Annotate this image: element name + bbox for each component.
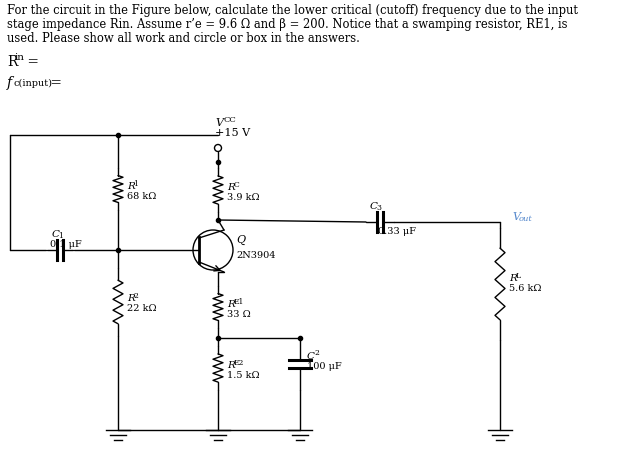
Text: 0.1 μF: 0.1 μF [50,240,82,249]
Text: R: R [509,274,517,283]
Text: 3.9 kΩ: 3.9 kΩ [227,193,260,202]
Text: C: C [370,202,378,211]
Text: C: C [233,181,239,189]
Text: stage impedance Rin. Assume r’e = 9.6 Ω and β = 200. Notice that a swamping resi: stage impedance Rin. Assume r’e = 9.6 Ω … [7,18,567,31]
Text: For the circuit in the Figure below, calculate the lower critical (cutoff) frequ: For the circuit in the Figure below, cal… [7,4,578,17]
Text: 0.33 μF: 0.33 μF [378,227,416,236]
Text: f: f [7,76,12,90]
Text: 3: 3 [376,204,381,212]
Text: R: R [227,361,235,370]
Text: 100 μF: 100 μF [307,362,342,371]
Text: C: C [52,230,60,239]
Text: in: in [15,53,25,62]
Text: c(input): c(input) [13,79,52,88]
Text: 1.5 kΩ: 1.5 kΩ [227,371,260,380]
Text: +15 V: +15 V [215,128,250,138]
Text: 33 Ω: 33 Ω [227,310,251,319]
Text: =: = [23,55,39,69]
Text: R: R [127,294,135,303]
Text: =: = [46,76,62,90]
Text: out: out [519,215,533,223]
Text: E2: E2 [233,359,244,367]
Text: V: V [512,212,520,222]
Text: 1: 1 [133,181,138,188]
Text: E1: E1 [233,299,244,306]
Text: 2: 2 [133,292,138,300]
Text: CC: CC [223,116,236,124]
Text: 2: 2 [314,349,319,357]
Text: R: R [7,55,17,69]
Text: used. Please show all work and circle or box in the answers.: used. Please show all work and circle or… [7,32,360,45]
Text: 5.6 kΩ: 5.6 kΩ [509,284,542,293]
Text: 68 kΩ: 68 kΩ [127,192,156,201]
Text: R: R [227,183,235,192]
Text: Q: Q [236,235,245,245]
Text: 2N3904: 2N3904 [236,250,276,259]
Text: V: V [215,118,223,128]
Text: R: R [127,182,135,191]
Text: R: R [227,301,235,310]
Text: L: L [515,272,520,280]
Text: 22 kΩ: 22 kΩ [127,304,156,313]
Text: C: C [307,352,315,361]
Text: 1: 1 [58,232,63,240]
